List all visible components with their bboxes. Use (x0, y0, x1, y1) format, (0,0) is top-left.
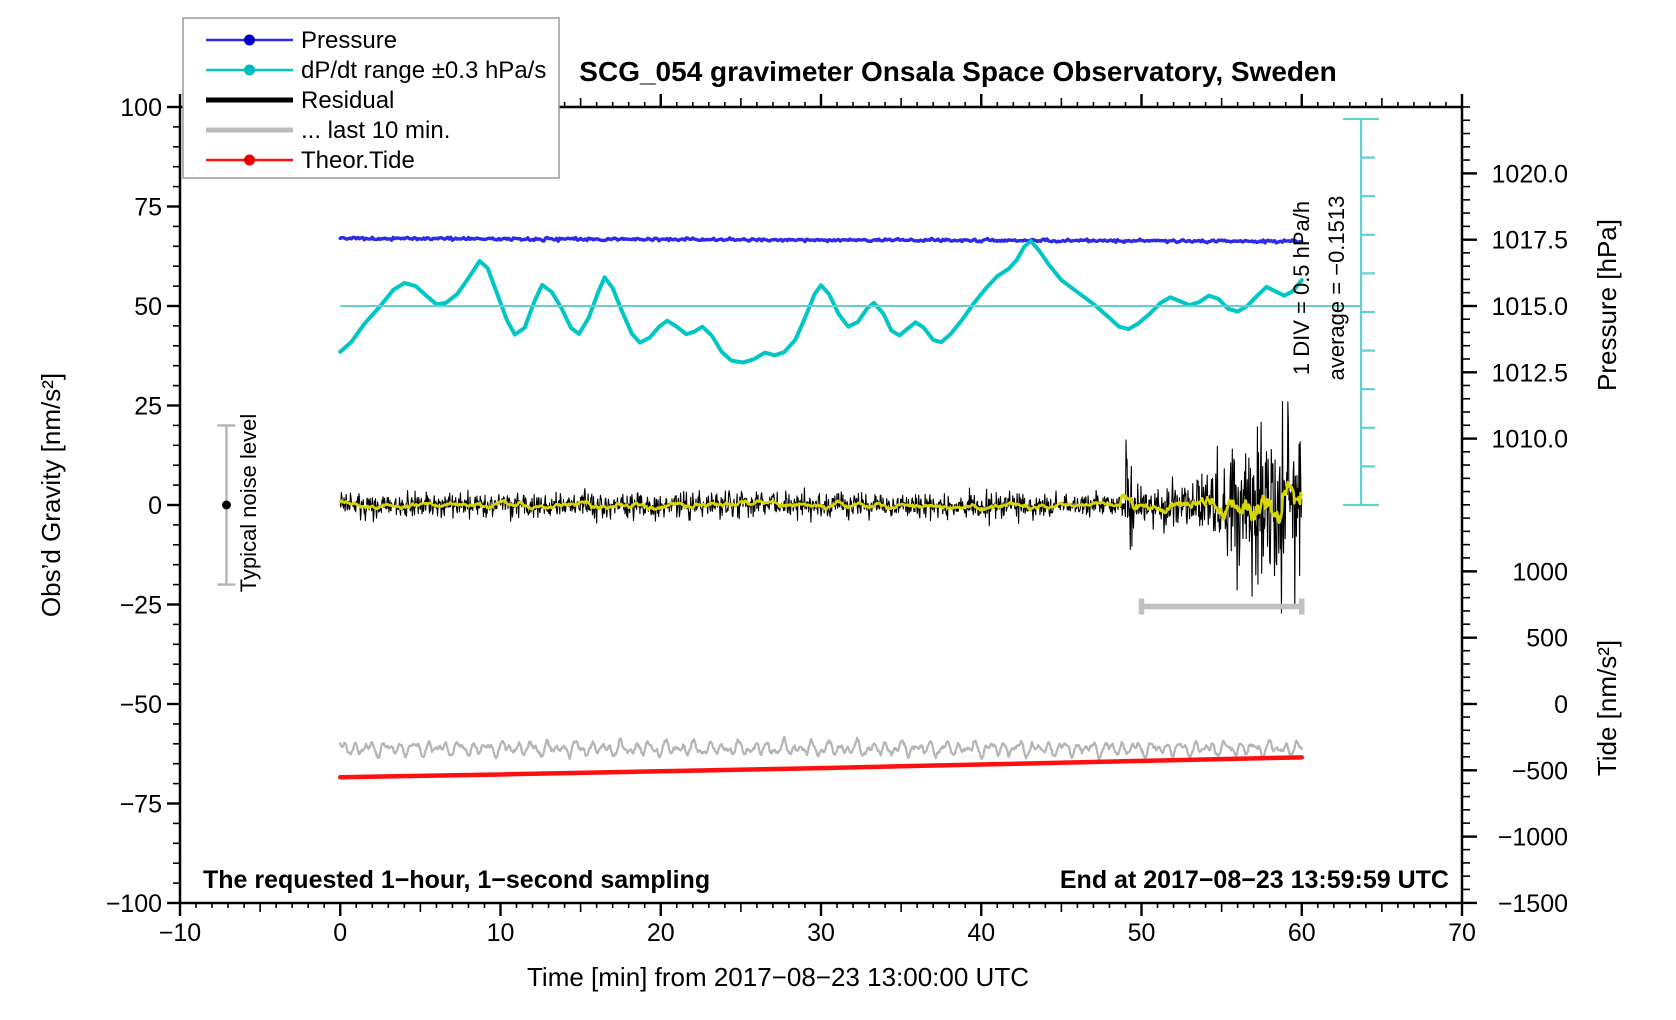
legend-sample-dot (244, 154, 255, 166)
x-tick-label: 70 (1448, 919, 1476, 947)
x-tick-label: −10 (159, 919, 201, 947)
pressure-tick-label: 1012.5 (1492, 359, 1568, 387)
x-tick-label: 30 (807, 919, 835, 947)
end-time-annotation: End at 2017−08−23 13:59:59 UTC (1060, 866, 1449, 894)
y-left-tick-label: 75 (134, 194, 162, 222)
chart-title: SCG_054 gravimeter Onsala Space Observat… (579, 56, 1336, 87)
markers-layer (217, 117, 1380, 615)
tide-tick-label: −1000 (1498, 824, 1568, 852)
y-left-axis-title: Obs’d Gravity [nm/s²] (36, 373, 66, 617)
x-tick-label: 20 (647, 919, 675, 947)
pressure-tick-label: 1017.5 (1492, 227, 1568, 255)
axes-layer: −10 0 10 20 30 40 50 60 701007550250−25−50−75−10… (106, 94, 1568, 947)
x-axis-title: Time [min] from 2017−08−23 13:00:00 UTC (527, 962, 1029, 992)
series-layer (338, 235, 1304, 780)
residual-curve (339, 400, 1303, 614)
pressure-curve (338, 235, 1304, 245)
theor_tide-curve (338, 755, 1304, 780)
y-left-tick-label: −50 (120, 691, 162, 719)
sampling-annotation: The requested 1−hour, 1−second sampling (203, 866, 710, 894)
average-label: average = −0.1513 (1324, 196, 1349, 381)
x-tick-label: 50 (1128, 919, 1156, 947)
legend-label-tide: Theor.Tide (301, 147, 415, 174)
pressure-axis-title: Pressure [hPa] (1592, 219, 1622, 391)
y-left-tick-label: 50 (134, 293, 162, 321)
last10min-curve (339, 735, 1303, 762)
pressure-tick-label: 1010.0 (1492, 426, 1568, 454)
tide-tick-label: −500 (1512, 757, 1568, 785)
tide-tick-label: 0 (1554, 691, 1568, 719)
x-tick-label: 60 (1288, 919, 1316, 947)
tide-tick-label: 500 (1526, 625, 1568, 653)
pressure-tick-label: 1020.0 (1492, 160, 1568, 188)
legend-label-residual: Residual (301, 87, 394, 114)
legend-label-last10: ... last 10 min. (301, 117, 450, 144)
plot-frame (178, 105, 1464, 905)
residual_smoothed-curve (338, 480, 1304, 525)
y-left-tick-label: −25 (120, 592, 162, 620)
div-scale-label: 1 DIV = 0.5 hPa/h (1289, 201, 1314, 375)
legend-sample-dot (244, 64, 255, 76)
typical-noise-label: Typical noise level (236, 414, 261, 593)
legend-samples (206, 34, 293, 166)
tide-axis-title: Tide [nm/s²] (1592, 640, 1622, 776)
legend-label-dpdt: dP/dt range ±0.3 hPa/s (301, 57, 546, 84)
legend-sample-dot (244, 34, 255, 46)
noise-errorbar-dot (221, 500, 231, 510)
x-tick-label: 40 (967, 919, 995, 947)
y-left-tick-label: 100 (120, 94, 162, 122)
y-left-tick-label: 0 (148, 492, 162, 520)
pressure-tick-label: 1015.0 (1492, 293, 1568, 321)
tide-tick-label: −1500 (1498, 890, 1568, 918)
tide-tick-label: 1000 (1512, 558, 1568, 586)
y-left-tick-label: −100 (106, 890, 162, 918)
y-left-tick-label: 25 (134, 393, 162, 421)
legend: Pressure dP/dt range ±0.3 hPa/s Residual… (182, 17, 560, 179)
dpdt-curve (338, 239, 1304, 365)
x-tick-label: 10 (487, 919, 515, 947)
y-left-tick-label: −75 (120, 791, 162, 819)
x-tick-label: 0 (333, 919, 347, 947)
legend-label-pressure: Pressure (301, 27, 397, 54)
